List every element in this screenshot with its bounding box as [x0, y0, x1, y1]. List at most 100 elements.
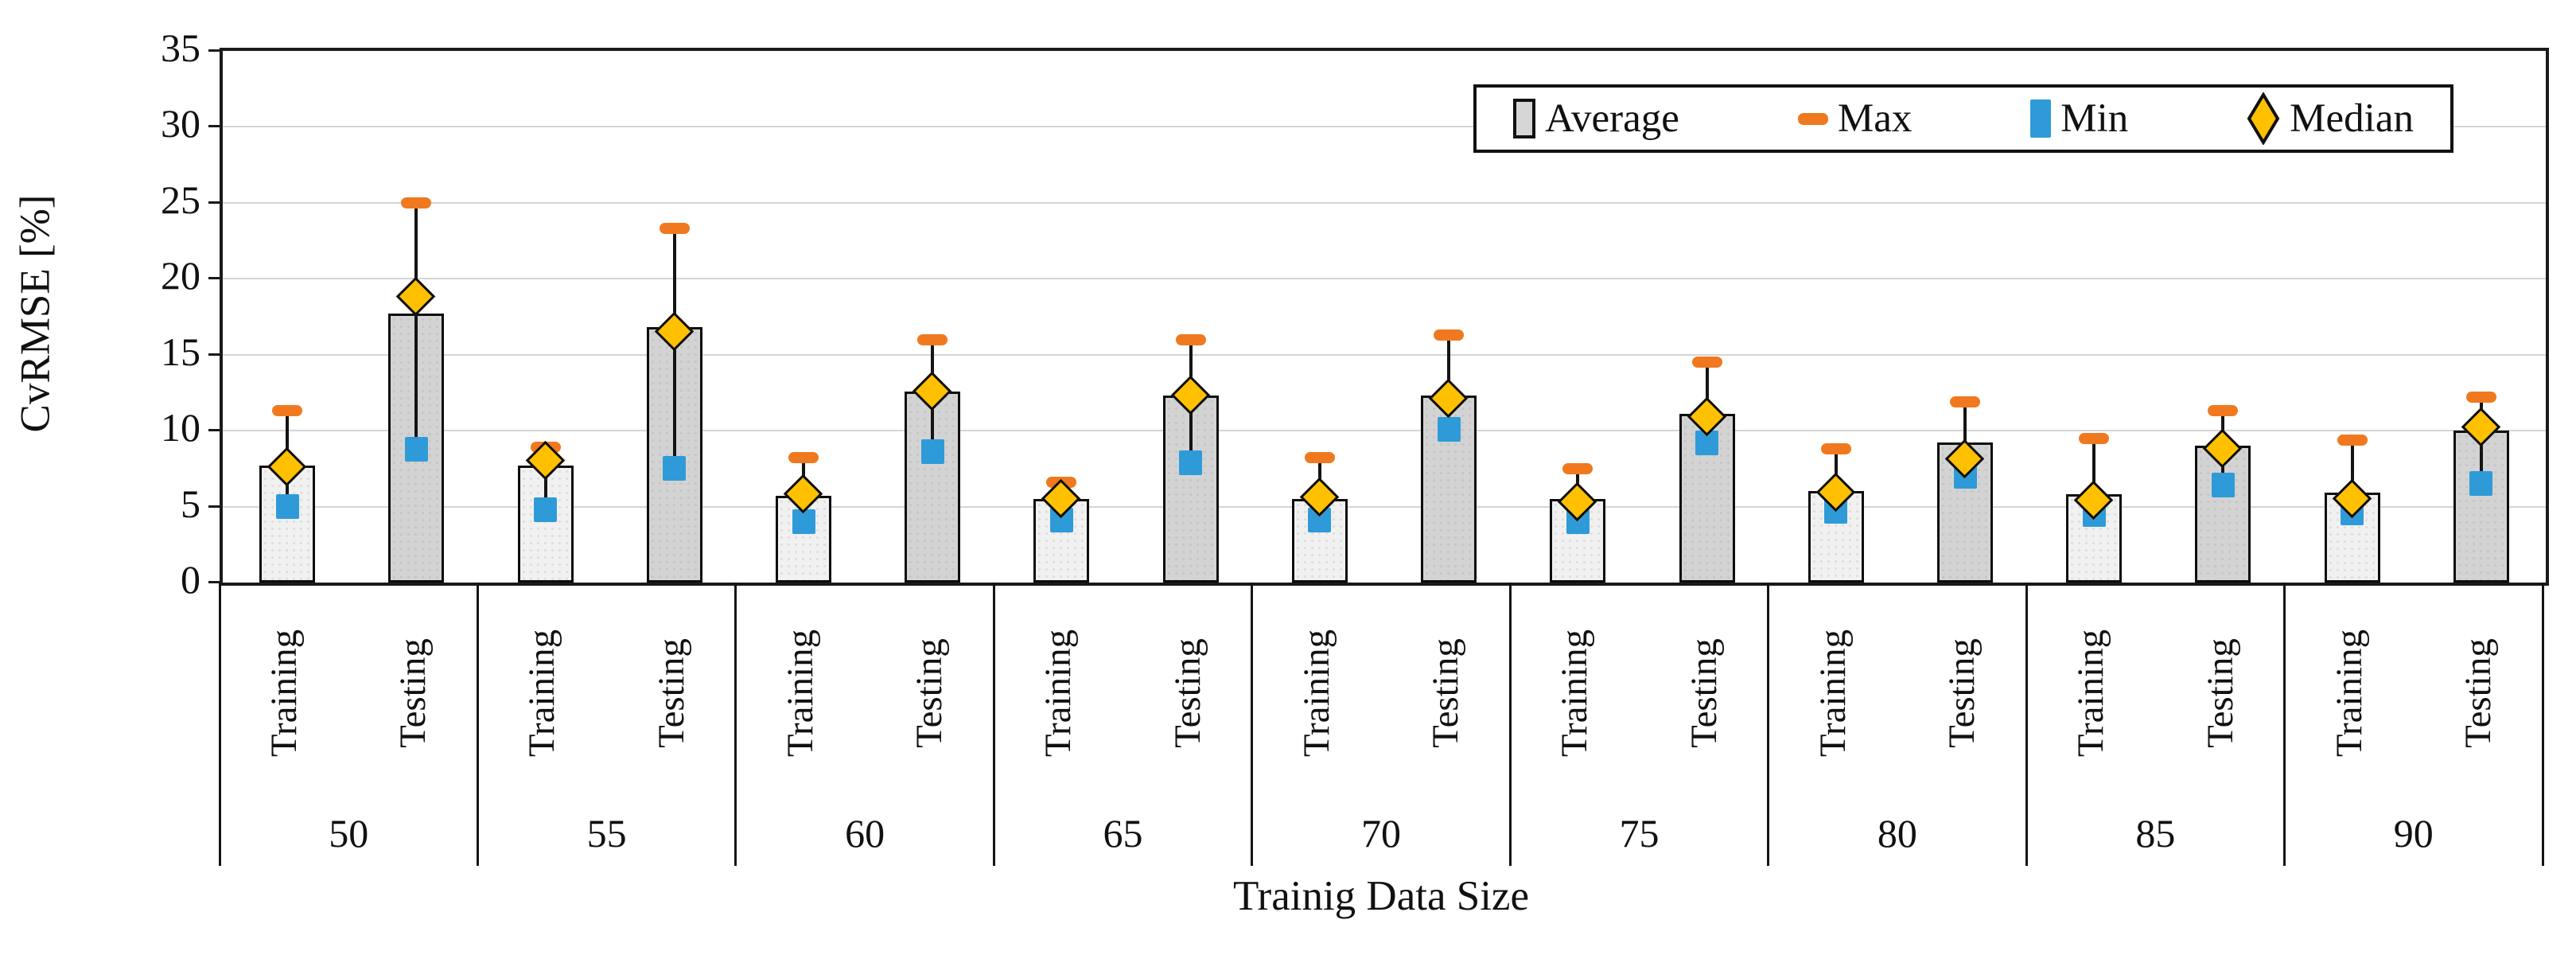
max-marker [659, 223, 690, 235]
y-tick-label: 5 [181, 481, 200, 526]
legend-item-min: Min [2030, 96, 2128, 142]
y-tick-label: 10 [161, 405, 200, 450]
max-marker [917, 333, 948, 345]
group-divider [992, 583, 995, 866]
group-size-label: 80 [1877, 811, 1917, 856]
y-tick-mark [208, 49, 221, 52]
min-marker [663, 456, 687, 481]
bar-category-label: Training [1554, 629, 1596, 758]
gridline [223, 278, 2546, 280]
min-marker [534, 497, 558, 522]
y-tick-mark [208, 353, 221, 356]
bar-category-label: Training [2328, 629, 2370, 758]
max-marker [1562, 462, 1593, 474]
y-tick-label: 25 [161, 177, 200, 222]
group-size-label: 85 [2135, 811, 2176, 856]
bar-category-label: Training [263, 629, 305, 758]
bar-category-label: Testing [2457, 638, 2499, 748]
gridline [223, 126, 2546, 128]
group-size-label: 75 [1619, 811, 1660, 856]
y-tick-label: 35 [161, 25, 200, 70]
gridline [223, 353, 2546, 356]
bar-category-label: Testing [1683, 638, 1725, 748]
min-marker [2211, 473, 2235, 498]
legend-label-max: Max [1837, 96, 1913, 141]
whisker-line [1963, 401, 1967, 477]
group-divider [1251, 583, 1254, 866]
group-divider [476, 583, 479, 866]
median-marker [396, 276, 436, 317]
group-size-label: 90 [2393, 811, 2434, 856]
y-tick-label: 20 [161, 253, 200, 298]
bar-category-label-wrap: Testing [387, 589, 439, 797]
group-divider [2541, 583, 2544, 866]
max-marker [788, 452, 819, 464]
group-size-label: 60 [845, 811, 885, 856]
bar-category-label: Training [1295, 629, 1337, 758]
min-marker [2469, 471, 2493, 497]
bar-category-label: Testing [392, 638, 434, 748]
bar-category-label-wrap: Training [1807, 589, 1859, 797]
gridline [223, 505, 2546, 508]
chart-legend: Average Max Min Median [1473, 84, 2453, 153]
group-divider [2283, 583, 2286, 866]
bar-category-label-wrap: Testing [2452, 589, 2504, 797]
max-marker [1175, 333, 1206, 345]
y-tick-mark [208, 429, 221, 432]
max-marker [1434, 329, 1465, 341]
bar-category-label: Training [521, 629, 563, 758]
bar-category-label: Testing [1941, 638, 1983, 748]
whisker-line [414, 202, 418, 450]
max-marker [2079, 432, 2110, 444]
bar-category-label-wrap: Testing [1678, 589, 1730, 797]
min-marker [275, 494, 299, 520]
bar-category-label: Training [2070, 629, 2112, 758]
legend-label-average: Average [1545, 96, 1679, 141]
group-divider [734, 583, 737, 866]
average-bar-testing-65 [1162, 396, 1219, 583]
group-divider [1508, 583, 1512, 866]
group-size-label: 50 [329, 811, 369, 856]
y-tick-label: 0 [181, 557, 200, 602]
group-divider [2025, 583, 2028, 866]
legend-item-average: Average [1513, 96, 1679, 142]
average-bar-training-65 [1033, 499, 1090, 583]
min-marker [1179, 450, 1203, 475]
bar-category-label-wrap: Testing [2193, 589, 2246, 797]
max-marker [1304, 452, 1335, 464]
median-diamond-icon [2247, 92, 2280, 145]
bar-category-label-wrap: Training [1548, 589, 1601, 797]
max-marker [1950, 396, 1980, 407]
max-marker [1691, 357, 1722, 368]
y-tick-label: 15 [161, 329, 200, 374]
group-divider [218, 583, 221, 866]
whisker-line [2350, 439, 2354, 513]
min-square-icon [2030, 99, 2052, 138]
bar-category-label: Training [1037, 629, 1080, 758]
legend-item-median: Median [2247, 92, 2414, 145]
y-tick-label: 30 [161, 101, 200, 146]
bar-category-label-wrap: Testing [645, 589, 698, 797]
bar-category-label: Testing [2199, 638, 2241, 748]
max-marker [272, 405, 303, 417]
y-tick-mark [208, 505, 221, 508]
min-marker [792, 509, 815, 535]
bar-category-label: Testing [1425, 638, 1467, 748]
group-size-label: 55 [586, 811, 627, 856]
bar-category-label-wrap: Testing [903, 589, 955, 797]
bar-category-label-wrap: Training [516, 589, 569, 797]
bar-category-label: Testing [909, 638, 951, 748]
bar-category-label-wrap: Testing [1419, 589, 1472, 797]
whisker-line [2092, 438, 2096, 515]
max-marker [2337, 434, 2368, 446]
average-bar-testing-90 [2453, 431, 2509, 583]
y-tick-mark [208, 581, 221, 583]
min-marker [404, 436, 428, 462]
legend-label-min: Min [2060, 96, 2129, 141]
bar-category-label: Training [780, 629, 821, 758]
bar-category-label-wrap: Testing [1162, 589, 1214, 797]
y-axis-title-text: CvRMSE [%] [12, 194, 59, 433]
legend-label-median: Median [2290, 96, 2414, 141]
min-marker [1437, 416, 1461, 442]
